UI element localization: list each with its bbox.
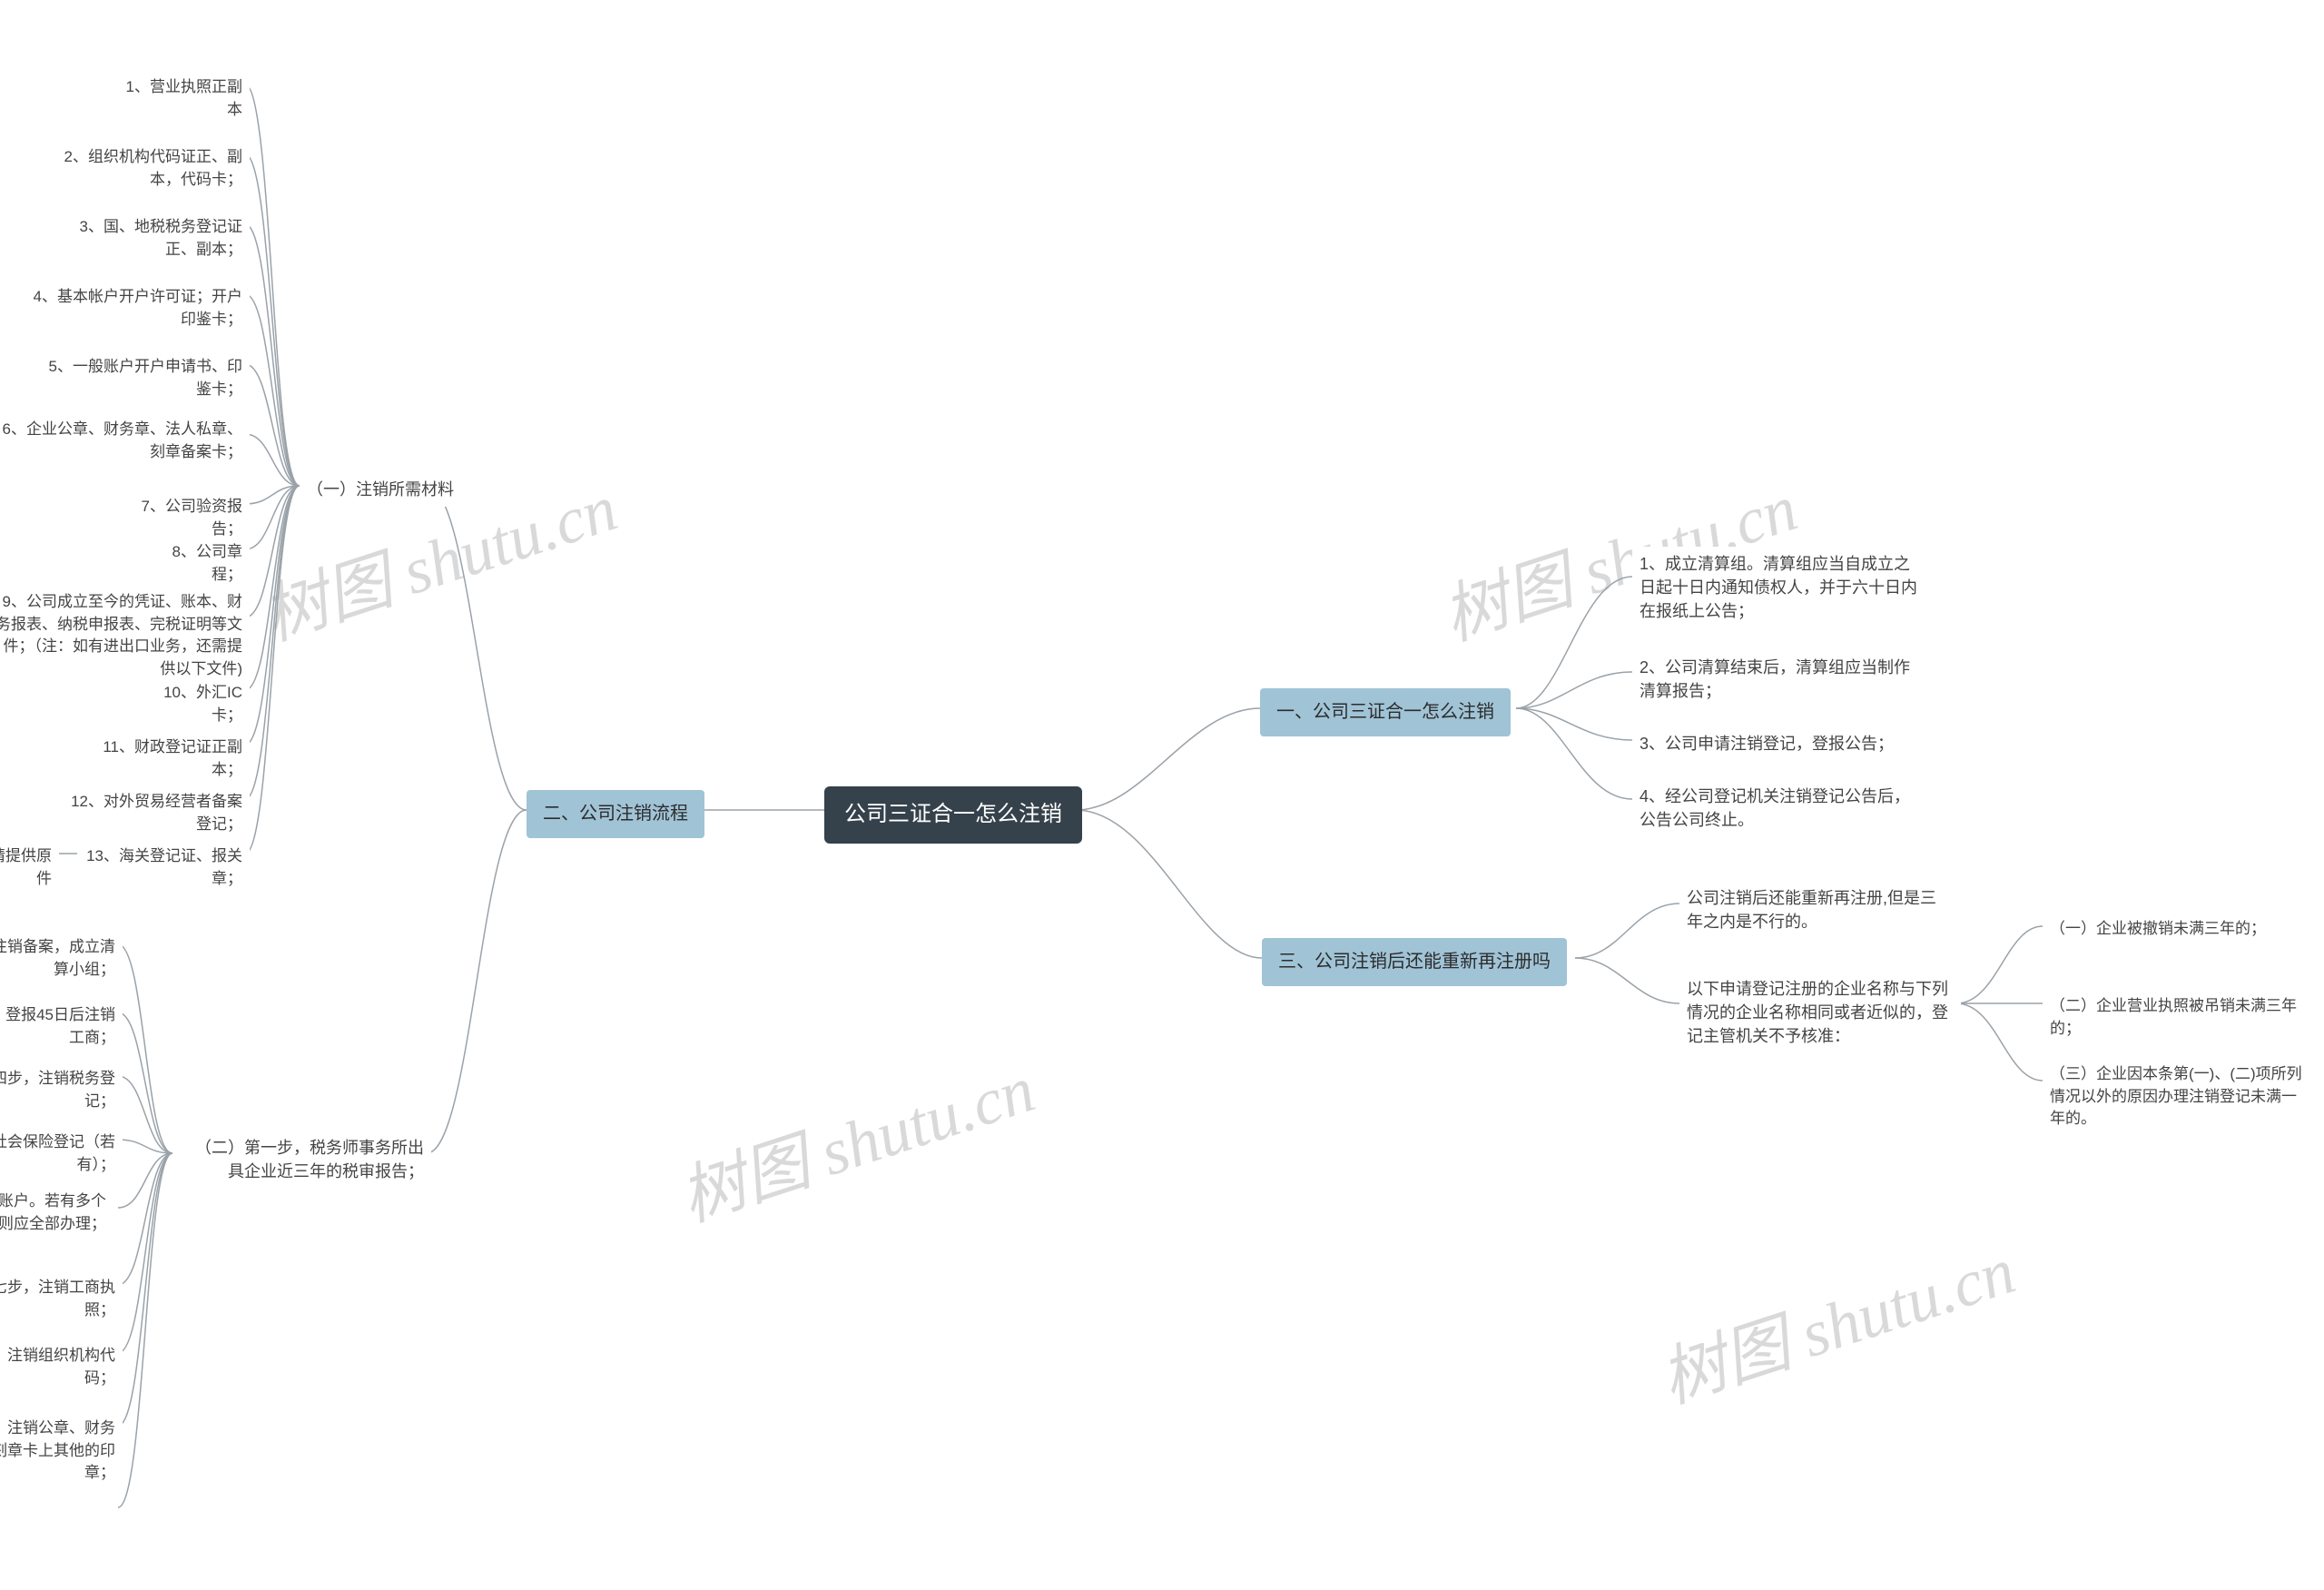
leaf-l2a-9: 9、公司成立至今的凭证、账本、财务报表、纳税申报表、完税证明等文件；（注：如有进… [0, 586, 250, 686]
leaf-r1-4: 4、经公司登记机关注销登记公告后，公告公司终止。 [1632, 779, 1932, 837]
leaf-l2b-2: 第二步，办理公司注销备案，成立清算小组； [0, 931, 123, 986]
root-node: 公司三证合一怎么注销 [824, 786, 1082, 844]
leaf-l2b-6: 第六步，（撤）销银行账户。若有多个账户，则应全部办理； [0, 1185, 113, 1240]
connector-lines [0, 0, 2324, 1590]
leaf-l2a-6: 6、企业公章、财务章、法人私章、刻章备案卡； [0, 413, 250, 469]
leaf-l2b-5: 第五步，注销社会保险登记（若有）； [0, 1126, 123, 1181]
leaf-l2a-3: 3、国、地税税务登记证正、副本； [54, 211, 250, 266]
watermark: 树图 shutu.cn [666, 1035, 1045, 1239]
leaf-l2a-12: 12、对外贸易经营者备案登记； [59, 785, 250, 841]
leaf-l2b-7: 第七步，注销工商执照； [0, 1271, 123, 1327]
leaf-r3-2-2: （二）企业营业执照被吊销未满三年的； [2043, 990, 2306, 1045]
leaf-l2a-5: 5、一般账户开户申请书、印鉴卡； [41, 351, 250, 406]
leaf-l2b-8: 第八步，注销组织机构代码； [0, 1339, 123, 1395]
leaf-l2b-8b: 第九步，注销公章、财务章以及刻章卡上其他的印章； [0, 1412, 123, 1490]
branch-r1: 一、公司三证合一怎么注销 [1260, 688, 1511, 736]
leaf-l2a-1: 1、营业执照正副本 [104, 71, 250, 126]
leaf-r3-2-1: （一）企业被撤销未满三年的； [2043, 913, 2273, 946]
watermark: 树图 shutu.cn [1647, 1217, 2025, 1421]
leaf-r3-1: 公司注销后还能重新再注册,但是三年之内是不行的。 [1679, 881, 1952, 939]
leaf-r3-2: 以下申请登记注册的企业名称与下列情况的企业名称相同或者近似的，登记主管机关不予核… [1679, 972, 1961, 1053]
leaf-r3-2-3: （三）企业因本条第(一)、(二)项所列情况以外的原因办理注销登记未满一年的。 [2043, 1058, 2315, 1136]
leaf-l2a-11: 11、财政登记证正副本； [91, 731, 250, 786]
leaf-l2a-8: 8、公司章程； [141, 536, 250, 591]
leaf-l2b: （二）第一步，税务师事务所出具企业近三年的税审报告； [172, 1131, 431, 1189]
leaf-l2a-2: 2、组织机构代码证正、副本，代码卡； [36, 141, 250, 196]
mindmap-canvas: 树图 shutu.cn 树图 shutu.cn 树图 shutu.cn 树图 s… [0, 0, 2324, 1590]
leaf-l2b-4: 第四步，注销税务登记； [0, 1062, 123, 1118]
leaf-l2b-3: 第三步，登报公告，登报45日后注销工商； [0, 999, 123, 1054]
leaf-l2a: （一）注销所需材料 [300, 472, 461, 507]
leaf-l2a-4: 4、基本帐户开户许可证；开户印鉴卡； [18, 281, 250, 336]
leaf-r1-1: 1、成立清算组。清算组应当自成立之日起十日内通知债权人，并于六十日内在报纸上公告… [1632, 547, 1932, 628]
leaf-l2a-13: 13、海关登记证、报关章； [77, 840, 250, 895]
leaf-l2b-9 [0, 1485, 113, 1496]
leaf-l2a-10: 10、外汇IC卡； [136, 676, 250, 732]
branch-r3: 三、公司注销后还能重新再注册吗 [1262, 938, 1567, 986]
branch-l2: 二、公司注销流程 [527, 790, 704, 838]
leaf-r1-2: 2、公司清算结束后，清算组应当制作清算报告； [1632, 650, 1932, 708]
leaf-l2a-13-note: 备注：以上文件请提供原件 [0, 840, 59, 895]
leaf-r1-3: 3、公司申请注销登记，登报公告； [1632, 726, 1901, 761]
